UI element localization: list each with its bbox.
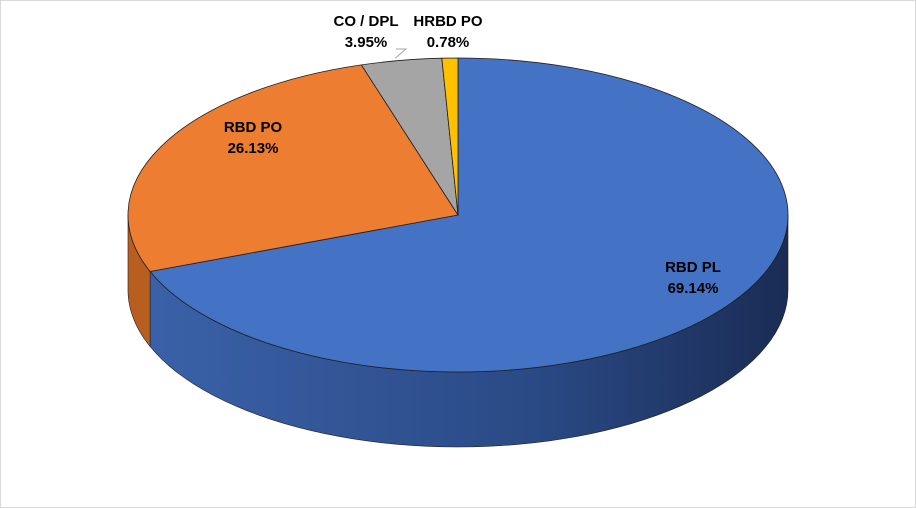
data-label-name: RBD PO bbox=[224, 119, 283, 136]
pie-slice-hrbd-po bbox=[441, 57, 459, 216]
data-label-value: 69.14% bbox=[668, 280, 719, 297]
data-label-name: HRBD PO bbox=[413, 13, 483, 30]
data-label-hrbd-po: HRBD PO 0.78% bbox=[413, 13, 483, 51]
pie-slice-rbd-pl bbox=[149, 57, 789, 373]
data-label-rbd-po: RBD PO 26.13% bbox=[224, 119, 283, 157]
data-label-value: 3.95% bbox=[345, 34, 388, 51]
pie-top-layer bbox=[127, 57, 789, 373]
leader-line-co-dpl bbox=[394, 48, 408, 59]
data-label-rbd-pl: RBD PL 69.14% bbox=[665, 259, 721, 297]
data-label-co-dpl: CO / DPL 3.95% bbox=[333, 13, 398, 51]
data-label-name: RBD PL bbox=[665, 259, 721, 276]
pie-label-layer: RBD PL 69.14% RBD PO 26.13% CO / DPL 3.95% HRB… bbox=[224, 13, 721, 297]
data-label-value: 26.13% bbox=[228, 140, 279, 157]
data-label-name: CO / DPL bbox=[333, 13, 398, 30]
data-label-value: 0.78% bbox=[427, 34, 470, 51]
pie-slice-rbd-po bbox=[127, 64, 459, 272]
